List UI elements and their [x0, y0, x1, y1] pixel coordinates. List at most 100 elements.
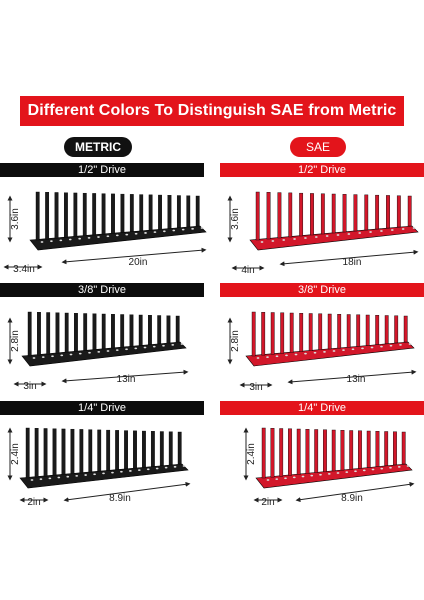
rack-hole	[30, 479, 34, 481]
rack-peg	[251, 311, 256, 357]
rack-hole	[327, 472, 331, 475]
metric-three-eighths-rack	[21, 311, 187, 367]
rack-peg	[403, 315, 408, 343]
rack-peg	[384, 431, 389, 466]
rack-base	[29, 225, 207, 251]
rack-hole	[153, 231, 157, 234]
rack-peg	[195, 195, 200, 227]
rack-hole	[87, 236, 91, 239]
rack-peg	[310, 193, 314, 236]
rack-hole	[75, 474, 79, 477]
rack-peg	[45, 192, 50, 240]
rack-hole	[342, 349, 345, 352]
rack-hole	[390, 229, 394, 231]
rack-hole	[369, 231, 372, 233]
sae-quarter-drive-band: 1/4" Drive	[220, 401, 424, 415]
rack-peg	[97, 429, 102, 472]
rack-hole	[284, 477, 287, 480]
rack-hole	[41, 356, 45, 359]
rack-peg	[106, 429, 111, 471]
rack-hole	[389, 466, 392, 469]
rack-peg	[366, 430, 371, 468]
rack-peg	[308, 313, 313, 351]
rack-hole	[266, 356, 269, 359]
rack-peg	[299, 192, 304, 237]
rack-peg	[175, 315, 180, 343]
rack-hole	[294, 353, 298, 356]
rack-hole	[336, 234, 340, 236]
rack-peg	[407, 195, 412, 227]
rack-hole	[332, 350, 336, 352]
rack-hole	[173, 465, 177, 468]
rack-peg	[37, 312, 41, 356]
rack-hole	[180, 343, 184, 345]
rack-hole	[143, 346, 147, 349]
rack-peg	[120, 314, 125, 348]
metric-half-width: 3.4in	[13, 264, 35, 275]
sae-quarter-rack	[255, 427, 413, 489]
rack-peg	[34, 428, 39, 478]
sae-three-eighths-rack	[245, 311, 415, 367]
rack-hole	[137, 469, 141, 472]
rack-peg	[111, 193, 115, 234]
rack-hole	[292, 476, 296, 479]
rack-hole	[152, 345, 156, 348]
rack-hole	[50, 240, 53, 243]
sae-three-eighths-length: 13in	[347, 374, 366, 385]
rack-peg	[82, 192, 87, 237]
rack-peg	[177, 431, 182, 465]
metric-half-drive-band: 1/2" Drive	[0, 163, 204, 177]
rack-peg	[148, 315, 152, 345]
rack-peg	[25, 427, 30, 479]
rack-peg	[92, 313, 97, 351]
metric-half-length: 20in	[129, 257, 148, 268]
rack-peg	[88, 429, 93, 473]
sae-label: SAE	[290, 137, 346, 157]
rack-peg	[261, 427, 266, 479]
rack-peg	[337, 314, 342, 349]
rack-peg	[64, 312, 69, 353]
rack-peg	[280, 312, 285, 354]
rack-hole	[51, 355, 54, 358]
rack-peg	[327, 313, 332, 350]
rack-hole	[39, 478, 43, 481]
rack-hole	[182, 465, 186, 467]
rack-peg	[157, 315, 162, 344]
rack-peg	[120, 193, 125, 233]
rack-peg	[73, 192, 78, 237]
rack-hole	[134, 232, 138, 235]
rack-peg	[168, 431, 173, 466]
rack-hole	[370, 346, 374, 349]
rack-peg	[353, 194, 358, 232]
rack-peg	[320, 193, 325, 235]
rack-hole	[275, 478, 279, 481]
rack-hole	[78, 352, 82, 355]
metric-half-rack	[29, 191, 207, 251]
rack-peg	[266, 192, 271, 240]
rack-peg	[331, 429, 336, 472]
rack-hole	[380, 230, 383, 232]
rack-peg	[167, 195, 172, 229]
rack-hole	[380, 467, 384, 470]
rack-peg	[305, 429, 310, 474]
rack-hole	[125, 233, 129, 236]
rack-hole	[111, 471, 114, 474]
rack-peg	[393, 431, 397, 466]
rack-peg	[92, 193, 97, 236]
rack-hole	[347, 233, 351, 235]
rack-peg	[331, 193, 336, 234]
sae-quarter-length: 8.9in	[341, 493, 363, 504]
rack-hole	[358, 232, 362, 234]
rack-peg	[386, 195, 390, 229]
rack-hole	[97, 236, 100, 238]
rack-peg	[340, 430, 345, 471]
rack-peg	[364, 194, 369, 231]
rack-peg	[129, 314, 134, 347]
sae-quarter-dims: 2.4in 2in 8.9in	[243, 427, 415, 508]
rack-peg	[358, 430, 362, 469]
rack-hole	[406, 465, 410, 467]
rack-peg	[288, 428, 292, 476]
rack-base	[19, 463, 189, 489]
rack-hole	[266, 479, 270, 481]
